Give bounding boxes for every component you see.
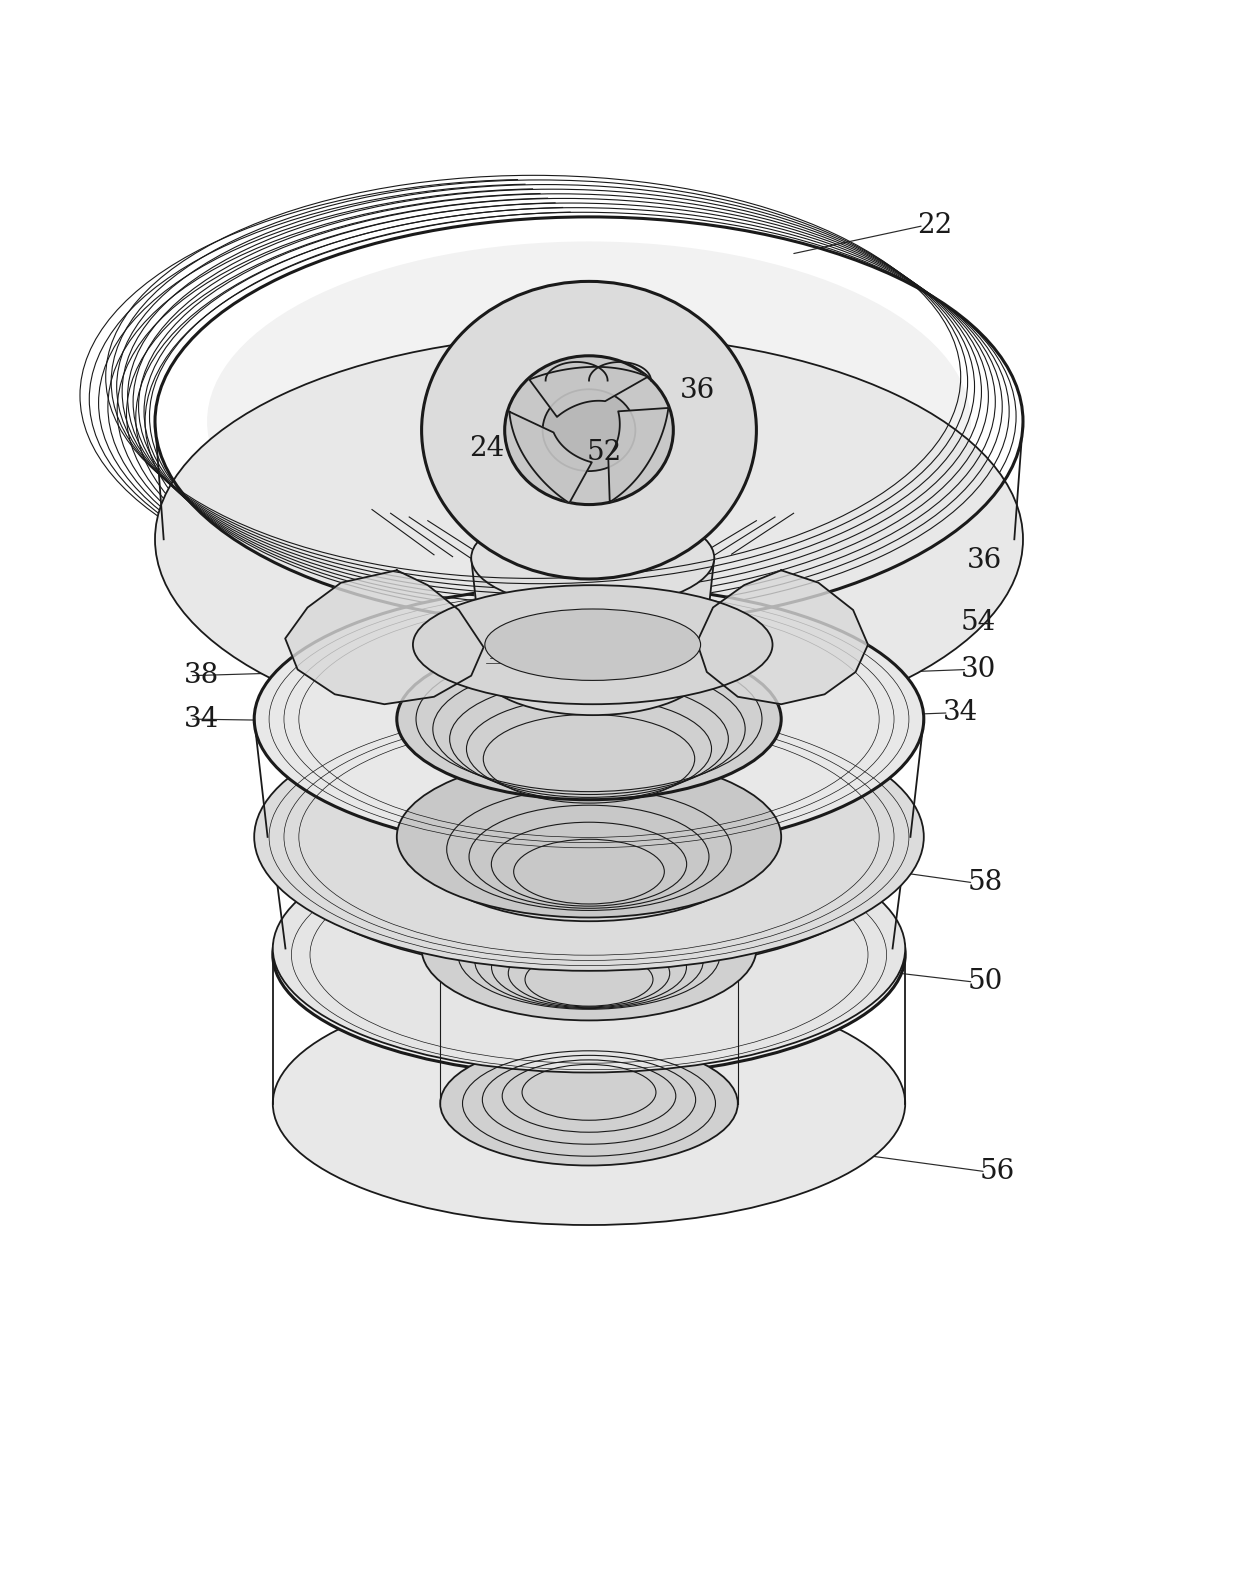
Text: 58: 58: [967, 870, 1002, 897]
Ellipse shape: [485, 609, 701, 681]
Polygon shape: [510, 411, 591, 503]
Ellipse shape: [413, 586, 773, 705]
Ellipse shape: [273, 725, 905, 973]
Polygon shape: [529, 367, 649, 417]
Text: 50: 50: [967, 968, 1003, 995]
Text: 34: 34: [184, 706, 218, 733]
Text: 34: 34: [942, 700, 977, 727]
Ellipse shape: [440, 893, 738, 1017]
Polygon shape: [285, 570, 484, 705]
Text: 22: 22: [918, 213, 952, 240]
Ellipse shape: [273, 825, 905, 1073]
Text: 36: 36: [680, 378, 714, 405]
Text: 54: 54: [961, 609, 996, 636]
Text: 24: 24: [469, 435, 503, 462]
Polygon shape: [471, 559, 714, 670]
Ellipse shape: [273, 833, 905, 1076]
Text: 52: 52: [587, 440, 621, 467]
Ellipse shape: [273, 982, 905, 1225]
Ellipse shape: [543, 389, 635, 471]
Ellipse shape: [471, 508, 714, 608]
Ellipse shape: [505, 355, 673, 505]
Ellipse shape: [254, 586, 924, 854]
Ellipse shape: [207, 241, 971, 601]
Ellipse shape: [254, 703, 924, 971]
Ellipse shape: [155, 335, 1023, 744]
Polygon shape: [697, 570, 868, 705]
Ellipse shape: [481, 624, 704, 716]
Ellipse shape: [422, 876, 756, 1020]
Polygon shape: [609, 408, 668, 501]
Text: 30: 30: [961, 655, 997, 682]
Ellipse shape: [422, 281, 756, 579]
Ellipse shape: [397, 757, 781, 917]
Ellipse shape: [440, 1041, 738, 1165]
Ellipse shape: [397, 638, 781, 800]
Text: 38: 38: [184, 662, 218, 689]
Ellipse shape: [422, 778, 756, 920]
Text: 36: 36: [967, 548, 1002, 574]
Text: 56: 56: [980, 1159, 1014, 1185]
Ellipse shape: [459, 360, 719, 482]
